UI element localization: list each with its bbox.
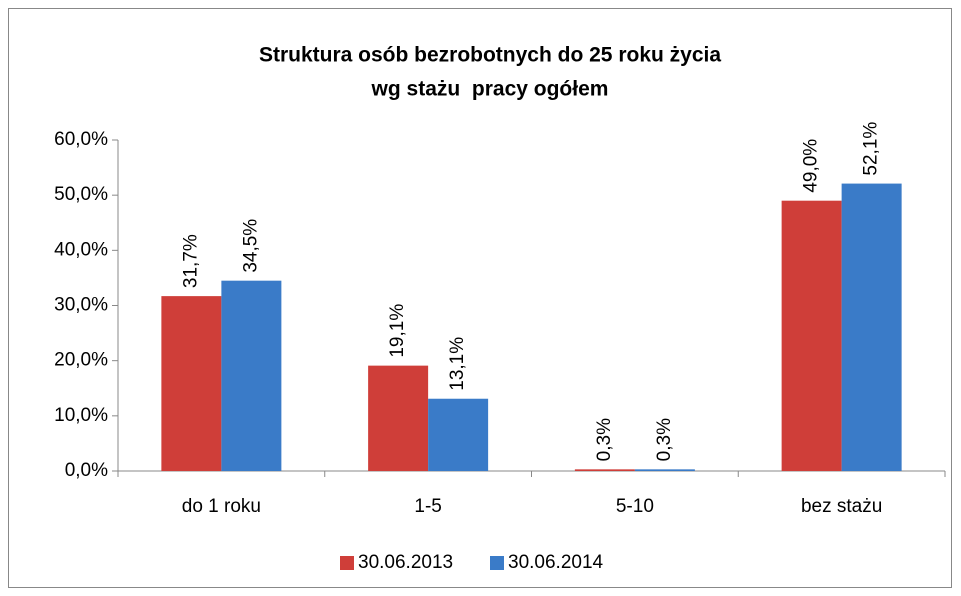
x-tick-label: bez stażu bbox=[801, 496, 882, 517]
data-label: 0,3% bbox=[594, 418, 615, 461]
bar bbox=[221, 280, 282, 471]
y-tick-label: 10,0% bbox=[54, 405, 108, 426]
data-label: 52,1% bbox=[861, 122, 882, 176]
data-label: 0,3% bbox=[654, 418, 675, 461]
y-tick-label: 20,0% bbox=[54, 350, 108, 371]
legend-label: 30.06.2014 bbox=[508, 552, 604, 573]
data-label: 31,7% bbox=[180, 234, 201, 288]
y-tick-label: 0,0% bbox=[65, 460, 108, 481]
bar bbox=[574, 469, 635, 471]
bar bbox=[841, 183, 902, 471]
data-label: 19,1% bbox=[387, 304, 408, 358]
x-tick-label: do 1 roku bbox=[182, 496, 261, 517]
data-label: 13,1% bbox=[447, 337, 468, 391]
chart-title: Struktura osób bezrobotnych do 25 roku ż… bbox=[259, 44, 721, 67]
y-tick-label: 60,0% bbox=[54, 129, 108, 150]
legend-swatch bbox=[490, 556, 504, 570]
bar bbox=[368, 365, 429, 471]
x-tick-label: 5-10 bbox=[616, 496, 654, 517]
x-tick-label: 1-5 bbox=[414, 496, 441, 517]
bar bbox=[161, 296, 222, 471]
bar bbox=[634, 469, 695, 471]
y-tick-label: 50,0% bbox=[54, 184, 108, 205]
y-tick-label: 40,0% bbox=[54, 239, 108, 260]
legend-swatch bbox=[340, 556, 354, 570]
chart-title: wg stażu pracy ogółem bbox=[371, 78, 609, 101]
data-label: 49,0% bbox=[801, 139, 822, 193]
legend-label: 30.06.2013 bbox=[358, 552, 453, 573]
bar bbox=[428, 398, 489, 471]
bar bbox=[781, 200, 842, 471]
data-label: 34,5% bbox=[240, 219, 261, 273]
y-tick-label: 30,0% bbox=[54, 295, 108, 316]
